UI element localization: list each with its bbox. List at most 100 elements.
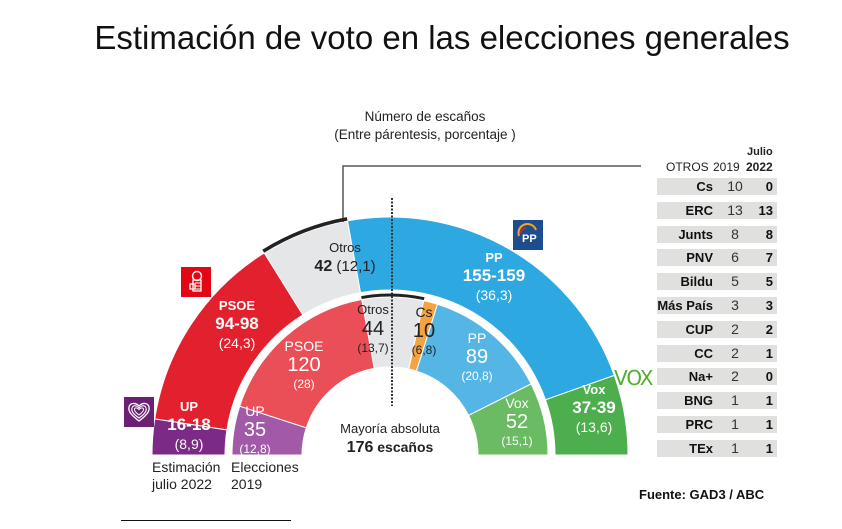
pct-value: (28): [293, 377, 315, 391]
row-2019: 1: [731, 415, 739, 432]
label-psoe-2022: PSOE 94-98 (24,3): [215, 298, 258, 352]
row-2022: 0: [765, 179, 773, 194]
segment-pp-2022: [346, 216, 615, 401]
otros-connector-line: [342, 165, 641, 222]
header-2019: 2019: [713, 160, 740, 174]
row-2019: 2: [731, 368, 739, 385]
outer-ring-2022: [151, 216, 629, 456]
row-party: TEx: [689, 440, 713, 456]
bottom-divider: [121, 520, 291, 521]
label-otros-2022: Otros 42 (12,1): [314, 240, 375, 278]
majority-seats: 176: [346, 439, 374, 456]
table-row: TEx 1 1: [657, 439, 777, 457]
row-2022: 8: [765, 226, 773, 242]
seats-value: 10: [412, 320, 436, 342]
row-2022: 1: [765, 416, 773, 432]
pct-value: (24,3): [218, 335, 256, 351]
label-vox-2019: Vox 52 (15,1): [501, 395, 532, 449]
seats-value: 89: [465, 346, 489, 368]
party-name: UP: [179, 399, 199, 414]
table-row: Junts 8 8: [657, 225, 777, 243]
label-up-2019: UP 35 (12,8): [239, 403, 270, 457]
row-2019: 8: [731, 225, 739, 242]
row-party: PNV: [686, 250, 713, 266]
seats-value: 120: [287, 354, 321, 376]
otros-table-header: OTROS 2019 Julio 2022: [650, 145, 785, 177]
row-party: ERC: [685, 202, 713, 218]
psoe-logo-icon: [181, 267, 211, 297]
row-2019: 2: [731, 320, 739, 337]
row-party: Na+: [688, 369, 713, 385]
up-logo-icon: [124, 397, 154, 427]
table-row: BNG 1 1: [657, 392, 777, 410]
row-party: CUP: [685, 321, 713, 337]
party-name: PP: [485, 250, 503, 265]
otros-table: Cs 10 0 ERC 13 13 Junts 8 8 PNV 6 7 Bildu 5 5 Más País 3…: [657, 178, 777, 464]
pp-gull-icon: PP: [517, 223, 537, 245]
party-name: PP: [467, 330, 487, 346]
party-name: PSOE: [284, 338, 324, 354]
label-vox-2022: Vox 37-39 (13,6): [572, 382, 615, 436]
row-2022: 0: [765, 369, 773, 385]
pct-value: (6,8): [411, 343, 437, 357]
pct-value: (12,1): [336, 258, 376, 275]
seats-value: 16-18: [167, 415, 211, 434]
chart-subtitle: Número de escaños (Entre párentesis, por…: [300, 108, 550, 144]
row-party: Más País: [657, 297, 713, 313]
seats-value: 155-159: [462, 266, 526, 285]
seats-value: 42: [314, 258, 333, 275]
header-julio: Julio: [747, 146, 773, 158]
subtitle-line1: Número de escaños: [364, 109, 486, 124]
pp-logo-icon: PP: [513, 220, 543, 250]
table-row: Bildu 5 5: [657, 273, 777, 291]
pct-value: (13,7): [357, 341, 389, 355]
row-2019: 5: [731, 273, 739, 290]
table-row: Cs 10 0: [657, 178, 777, 195]
pct-value: (13,6): [575, 419, 613, 435]
heart-icon: [128, 402, 150, 422]
row-party: PRC: [685, 416, 713, 432]
label-psoe-2019: PSOE 120 (28): [285, 338, 324, 392]
seats-value: 52: [505, 411, 529, 433]
vox-logo-icon: VOX: [614, 366, 653, 390]
header-otros: OTROS: [666, 160, 709, 174]
row-2019: 6: [731, 249, 739, 266]
row-party: Cs: [696, 179, 713, 194]
table-row: PNV 6 7: [657, 249, 777, 267]
majority-unit: escaños: [373, 439, 434, 455]
majority-title: Mayoría absoluta: [340, 421, 440, 436]
rose-fist-icon: [189, 270, 203, 292]
row-2019: 2: [731, 344, 739, 361]
row-party: Bildu: [680, 274, 714, 290]
segment-vox-2022: [544, 374, 629, 456]
pct-value: (8,9): [174, 436, 204, 452]
party-name: Otros: [357, 302, 389, 317]
row-2022: 2: [765, 321, 773, 337]
row-party: BNG: [684, 393, 713, 409]
table-row: CC 2 1: [657, 344, 777, 362]
party-name: PSOE: [218, 298, 256, 313]
seats-value: 35: [243, 419, 267, 441]
subtitle-line2: (Entre párentesis, porcentaje ): [334, 127, 516, 142]
otros-2022-bracket: [262, 217, 348, 253]
label-up-2022: UP 16-18 (8,9): [167, 399, 210, 453]
caption-elecciones-2019: Elecciones 2019: [231, 459, 299, 493]
party-name: Vox: [582, 382, 606, 397]
caption-line2: 2019: [231, 476, 263, 492]
row-2022: 13: [758, 202, 773, 218]
segment-vox-2019: [467, 383, 549, 456]
label-otros-2019: Otros 44 (13,7): [357, 302, 389, 356]
pct-value: (12,8): [239, 442, 271, 456]
row-party: Junts: [678, 226, 713, 242]
table-row: CUP 2 2: [657, 320, 777, 338]
row-2019: 13: [727, 201, 743, 218]
caption-line1: Estimación: [152, 459, 221, 475]
party-name: Cs: [415, 304, 433, 320]
party-name: Otros: [329, 240, 361, 255]
table-row: Na+ 2 0: [657, 368, 777, 386]
table-row: Más País 3 3: [657, 296, 777, 314]
seats-value: 44: [361, 318, 385, 340]
row-party: CC: [694, 345, 713, 361]
table-row: ERC 13 13: [657, 201, 777, 219]
